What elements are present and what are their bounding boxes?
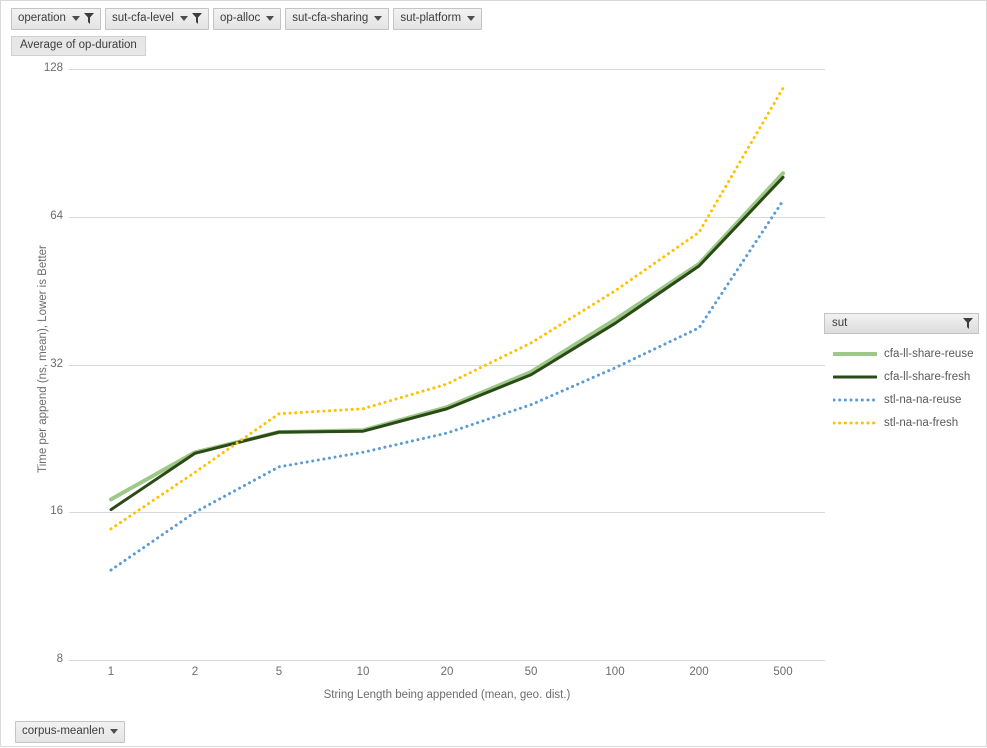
funnel-icon[interactable] — [963, 317, 973, 329]
legend-label: stl-na-na-reuse — [884, 394, 962, 406]
funnel-icon[interactable] — [83, 13, 94, 24]
x-axis-tick-label: 500 — [773, 666, 793, 678]
series-line-stl-na-na-reuse — [109, 199, 785, 572]
x-axis-tick-labels: 1 2 5 10 20 50 100 200 500 — [69, 666, 825, 686]
x-axis-tick-label: 50 — [524, 666, 538, 678]
gridline — [69, 69, 825, 70]
slicer-op-alloc[interactable]: op-alloc — [212, 8, 282, 30]
x-axis-tick-label: 2 — [191, 666, 199, 678]
chevron-down-icon[interactable] — [71, 16, 80, 21]
gridline — [69, 216, 825, 218]
legend-swatch-cfa-ll-share-fresh — [833, 371, 877, 383]
legend-label: stl-na-na-fresh — [884, 417, 959, 429]
legend-swatch-cfa-ll-share-reuse — [833, 348, 877, 360]
slicer-corpus-meanlen[interactable]: corpus-meanlen — [15, 721, 126, 743]
x-axis-tick-label: 5 — [275, 666, 283, 678]
y-axis-tick-label: 64 — [50, 209, 63, 222]
slicer-sut-cfa-sharing[interactable]: sut-cfa-sharing — [285, 8, 390, 30]
legend-label: cfa-ll-share-fresh — [884, 371, 971, 383]
slicer-sut-cfa-level-label: sut-cfa-level — [111, 12, 174, 24]
y-axis-tick-label: 8 — [56, 653, 63, 665]
y-axis-tick-label: 32 — [50, 357, 63, 370]
slicer-sut-cfa-level[interactable]: sut-cfa-level — [104, 8, 209, 30]
legend-label: cfa-ll-share-reuse — [884, 348, 974, 360]
legend-swatch-stl-na-na-reuse — [833, 394, 877, 406]
legend-item[interactable]: cfa-ll-share-fresh — [824, 371, 979, 383]
legend-swatch-stl-na-na-fresh — [833, 417, 877, 429]
slicer-operation[interactable]: operation — [11, 8, 101, 30]
y-axis-tick-label: 16 — [50, 505, 63, 518]
x-axis-title: String Length being appended (mean, geo.… — [323, 689, 571, 701]
chevron-down-icon[interactable] — [266, 16, 275, 21]
slicer-sut-platform[interactable]: sut-platform — [393, 8, 483, 30]
x-axis-tick-label: 10 — [356, 666, 370, 678]
x-axis-tick-label: 1 — [107, 666, 115, 678]
slicer-corpus-meanlen-label: corpus-meanlen — [22, 725, 105, 737]
legend-header[interactable]: sut — [824, 313, 979, 334]
legend: sut cfa-ll-share-reuse cfa-ll-share-fresh… — [824, 313, 979, 429]
plot-area — [69, 69, 825, 661]
gridline — [69, 512, 825, 514]
slicer-op-alloc-label: op-alloc — [219, 12, 261, 24]
series-line-stl-na-na-fresh — [109, 86, 785, 531]
slicer-operation-label: operation — [18, 12, 66, 24]
y-axis-tick-labels: 8 16 32 64 128 — [9, 62, 63, 665]
slicer-sut-cfa-sharing-label: sut-cfa-sharing — [292, 12, 369, 24]
gridline — [69, 660, 825, 661]
legend-item[interactable]: stl-na-na-reuse — [824, 394, 979, 406]
slicer-toolbar: operation sut-cfa-level op-alloc sut-cfa… — [11, 8, 483, 30]
x-axis-tick-label: 200 — [689, 666, 709, 678]
series-lines — [109, 86, 785, 572]
x-axis-tick-label: 20 — [440, 666, 454, 678]
legend-item[interactable]: cfa-ll-share-reuse — [824, 348, 979, 360]
value-field-header[interactable]: Average of op-duration — [11, 36, 146, 56]
y-axis-tick-label: 128 — [43, 62, 63, 74]
gridline — [69, 364, 825, 366]
chevron-down-icon[interactable] — [467, 16, 476, 21]
legend-title: sut — [832, 317, 848, 329]
chevron-down-icon[interactable] — [110, 729, 119, 734]
chevron-down-icon[interactable] — [179, 16, 188, 21]
slicer-sut-platform-label: sut-platform — [400, 12, 462, 24]
funnel-icon[interactable] — [191, 13, 202, 24]
series-line-cfa-ll-share-fresh — [109, 175, 785, 512]
x-axis-tick-label: 100 — [605, 666, 625, 678]
bottom-slicer-toolbar: corpus-meanlen — [15, 721, 126, 743]
legend-item[interactable]: stl-na-na-fresh — [824, 417, 979, 429]
legend-items: cfa-ll-share-reuse cfa-ll-share-fresh stl-… — [824, 348, 979, 429]
chevron-down-icon[interactable] — [374, 16, 383, 21]
